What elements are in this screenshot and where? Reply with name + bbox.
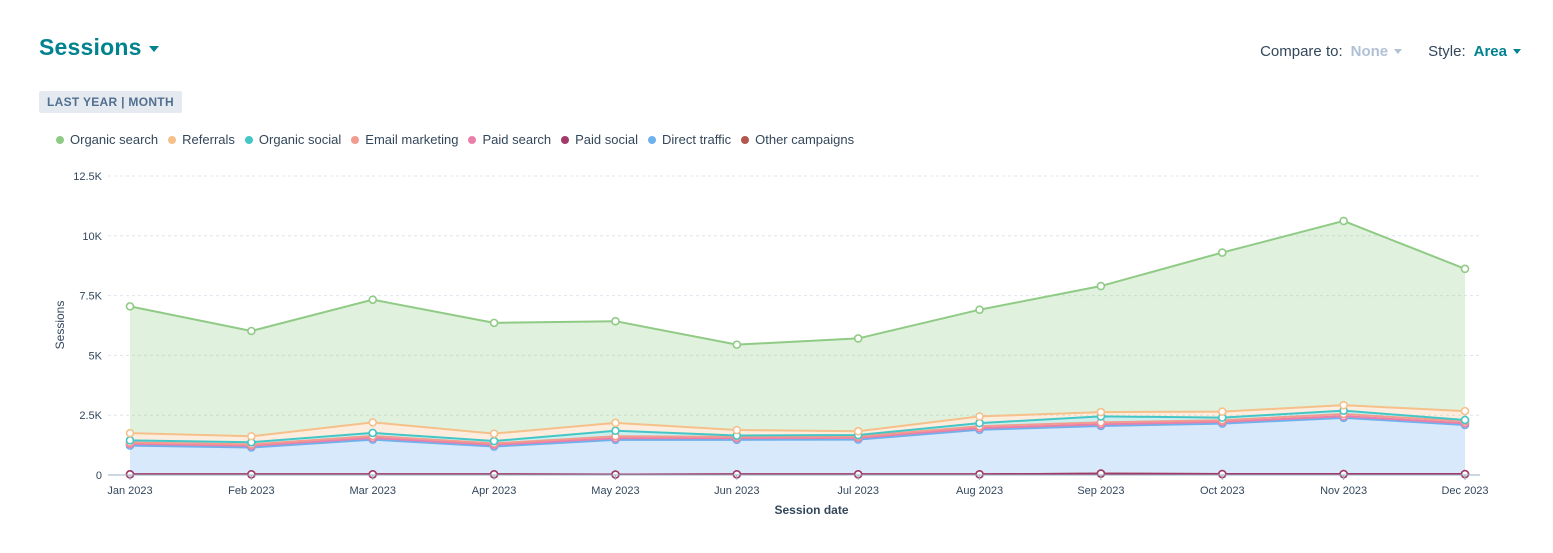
- y-tick-label: 12.5K: [73, 171, 102, 183]
- data-point-referrals: [1339, 400, 1348, 410]
- legend-label: Email marketing: [365, 132, 459, 147]
- data-point-referrals: [732, 425, 742, 435]
- series-line-email-marketing: [129, 413, 1466, 446]
- chart-controls: Compare to: None Style: Area: [1260, 43, 1521, 60]
- area-fill-referrals: [130, 405, 1465, 443]
- x-tick-label: Apr 2023: [472, 485, 517, 497]
- x-tick-label: Mar 2023: [349, 485, 395, 497]
- compare-label: Compare to:: [1260, 43, 1343, 60]
- data-point-organic-search: [975, 305, 984, 315]
- legend-dot-icon: [56, 135, 64, 144]
- legend-dot-icon: [468, 135, 477, 144]
- x-tick-label: Feb 2023: [228, 485, 274, 497]
- legend-item[interactable]: Direct traffic: [648, 132, 731, 147]
- data-point-referrals: [489, 429, 499, 438]
- style-value: Area: [1473, 43, 1507, 60]
- data-point-organic-social: [611, 426, 620, 436]
- data-point-referrals: [1460, 406, 1470, 416]
- x-tick-label: May 2023: [591, 485, 639, 497]
- legend-item[interactable]: Referrals: [168, 132, 235, 147]
- x-tick-label: Sep 2023: [1077, 485, 1124, 497]
- chevron-down-icon: [148, 45, 159, 52]
- legend-item[interactable]: Paid search: [468, 132, 551, 147]
- chevron-down-icon: [1394, 49, 1403, 54]
- data-point-referrals: [368, 418, 378, 427]
- data-point-organic-social: [1460, 415, 1470, 425]
- report-title-dropdown[interactable]: Sessions: [39, 34, 159, 61]
- x-tick-label: Oct 2023: [1200, 485, 1245, 497]
- legend-dot-icon: [351, 135, 360, 144]
- area-fill-organic-search: [130, 220, 1465, 437]
- x-tick-label: Aug 2023: [956, 485, 1003, 497]
- y-tick-label: 10K: [82, 231, 102, 243]
- data-point-organic-search: [1460, 264, 1470, 274]
- compare-value: None: [1350, 43, 1389, 60]
- data-point-organic-social: [489, 436, 499, 446]
- legend-dot-icon: [168, 135, 177, 144]
- legend-item[interactable]: Email marketing: [351, 132, 458, 147]
- data-point-organic-social: [125, 436, 135, 445]
- x-tick-label: Jun 2023: [714, 485, 759, 497]
- legend-label: Paid search: [482, 132, 552, 147]
- legend-item[interactable]: Other campaigns: [741, 132, 854, 147]
- data-point-organic-search: [853, 334, 863, 343]
- legend-item[interactable]: Paid social: [561, 132, 638, 147]
- area-fill-direct-traffic: [130, 417, 1465, 475]
- data-point-organic-search: [611, 316, 620, 326]
- area-fill-organic-social: [130, 410, 1465, 445]
- x-axis-title: Session date: [774, 503, 848, 517]
- legend-label: Referrals: [182, 132, 235, 147]
- legend-label: Other campaigns: [755, 132, 855, 147]
- y-tick-label: 0: [96, 470, 102, 482]
- series-line-organic-social: [129, 409, 1466, 444]
- data-point-referrals: [1096, 407, 1106, 417]
- legend-label: Paid social: [575, 132, 639, 147]
- data-point-referrals: [975, 412, 984, 421]
- x-tick-label: Jul 2023: [837, 485, 879, 497]
- x-tick-label: Nov 2023: [1320, 485, 1367, 497]
- legend-dot-icon: [244, 135, 253, 144]
- data-point-referrals: [1217, 407, 1227, 416]
- data-point-organic-search: [125, 302, 135, 311]
- style-dropdown[interactable]: Area: [1474, 43, 1521, 60]
- legend-dot-icon: [648, 135, 657, 144]
- series-line-paid-search: [129, 415, 1466, 447]
- series-line-organic-search: [129, 219, 1466, 346]
- legend-dot-icon: [741, 135, 750, 144]
- x-tick-label: Jan 2023: [107, 485, 152, 497]
- chevron-down-icon: [1513, 49, 1521, 54]
- series-line-referrals: [129, 404, 1466, 438]
- data-point-referrals: [247, 431, 256, 441]
- data-point-organic-search: [1339, 216, 1348, 226]
- legend-label: Organic social: [258, 132, 342, 147]
- legend-item[interactable]: Organic search: [56, 132, 158, 147]
- data-point-referrals: [853, 426, 863, 436]
- legend-label: Organic search: [70, 132, 159, 147]
- page-title: Sessions: [39, 34, 142, 60]
- compare-dropdown[interactable]: None: [1351, 43, 1403, 60]
- data-point-organic-search: [1096, 281, 1106, 291]
- data-point-organic-search: [247, 326, 256, 336]
- y-tick-label: 7.5K: [79, 291, 102, 303]
- legend-dot-icon: [561, 135, 570, 144]
- data-point-organic-search: [489, 318, 499, 328]
- data-point-organic-social: [368, 428, 378, 438]
- y-tick-label: 2.5K: [79, 410, 102, 422]
- y-tick-label: 5K: [89, 350, 103, 362]
- series-line-direct-traffic: [129, 416, 1466, 449]
- date-range-badge[interactable]: LAST YEAR | MONTH: [39, 91, 182, 113]
- chart-legend: Organic search Referrals Organic social Ema…: [56, 132, 864, 147]
- data-point-referrals: [611, 418, 620, 428]
- data-point-organic-search: [1217, 248, 1227, 257]
- data-point-organic-search: [368, 295, 378, 304]
- legend-label: Direct traffic: [662, 132, 732, 147]
- style-label: Style:: [1428, 43, 1466, 60]
- y-axis-title: Sessions: [53, 301, 67, 350]
- legend-item[interactable]: Organic social: [244, 132, 342, 147]
- series-line-paid-social: [130, 472, 1465, 476]
- data-point-referrals: [125, 428, 135, 438]
- data-point-organic-search: [732, 340, 742, 349]
- x-tick-label: Dec 2023: [1441, 485, 1488, 497]
